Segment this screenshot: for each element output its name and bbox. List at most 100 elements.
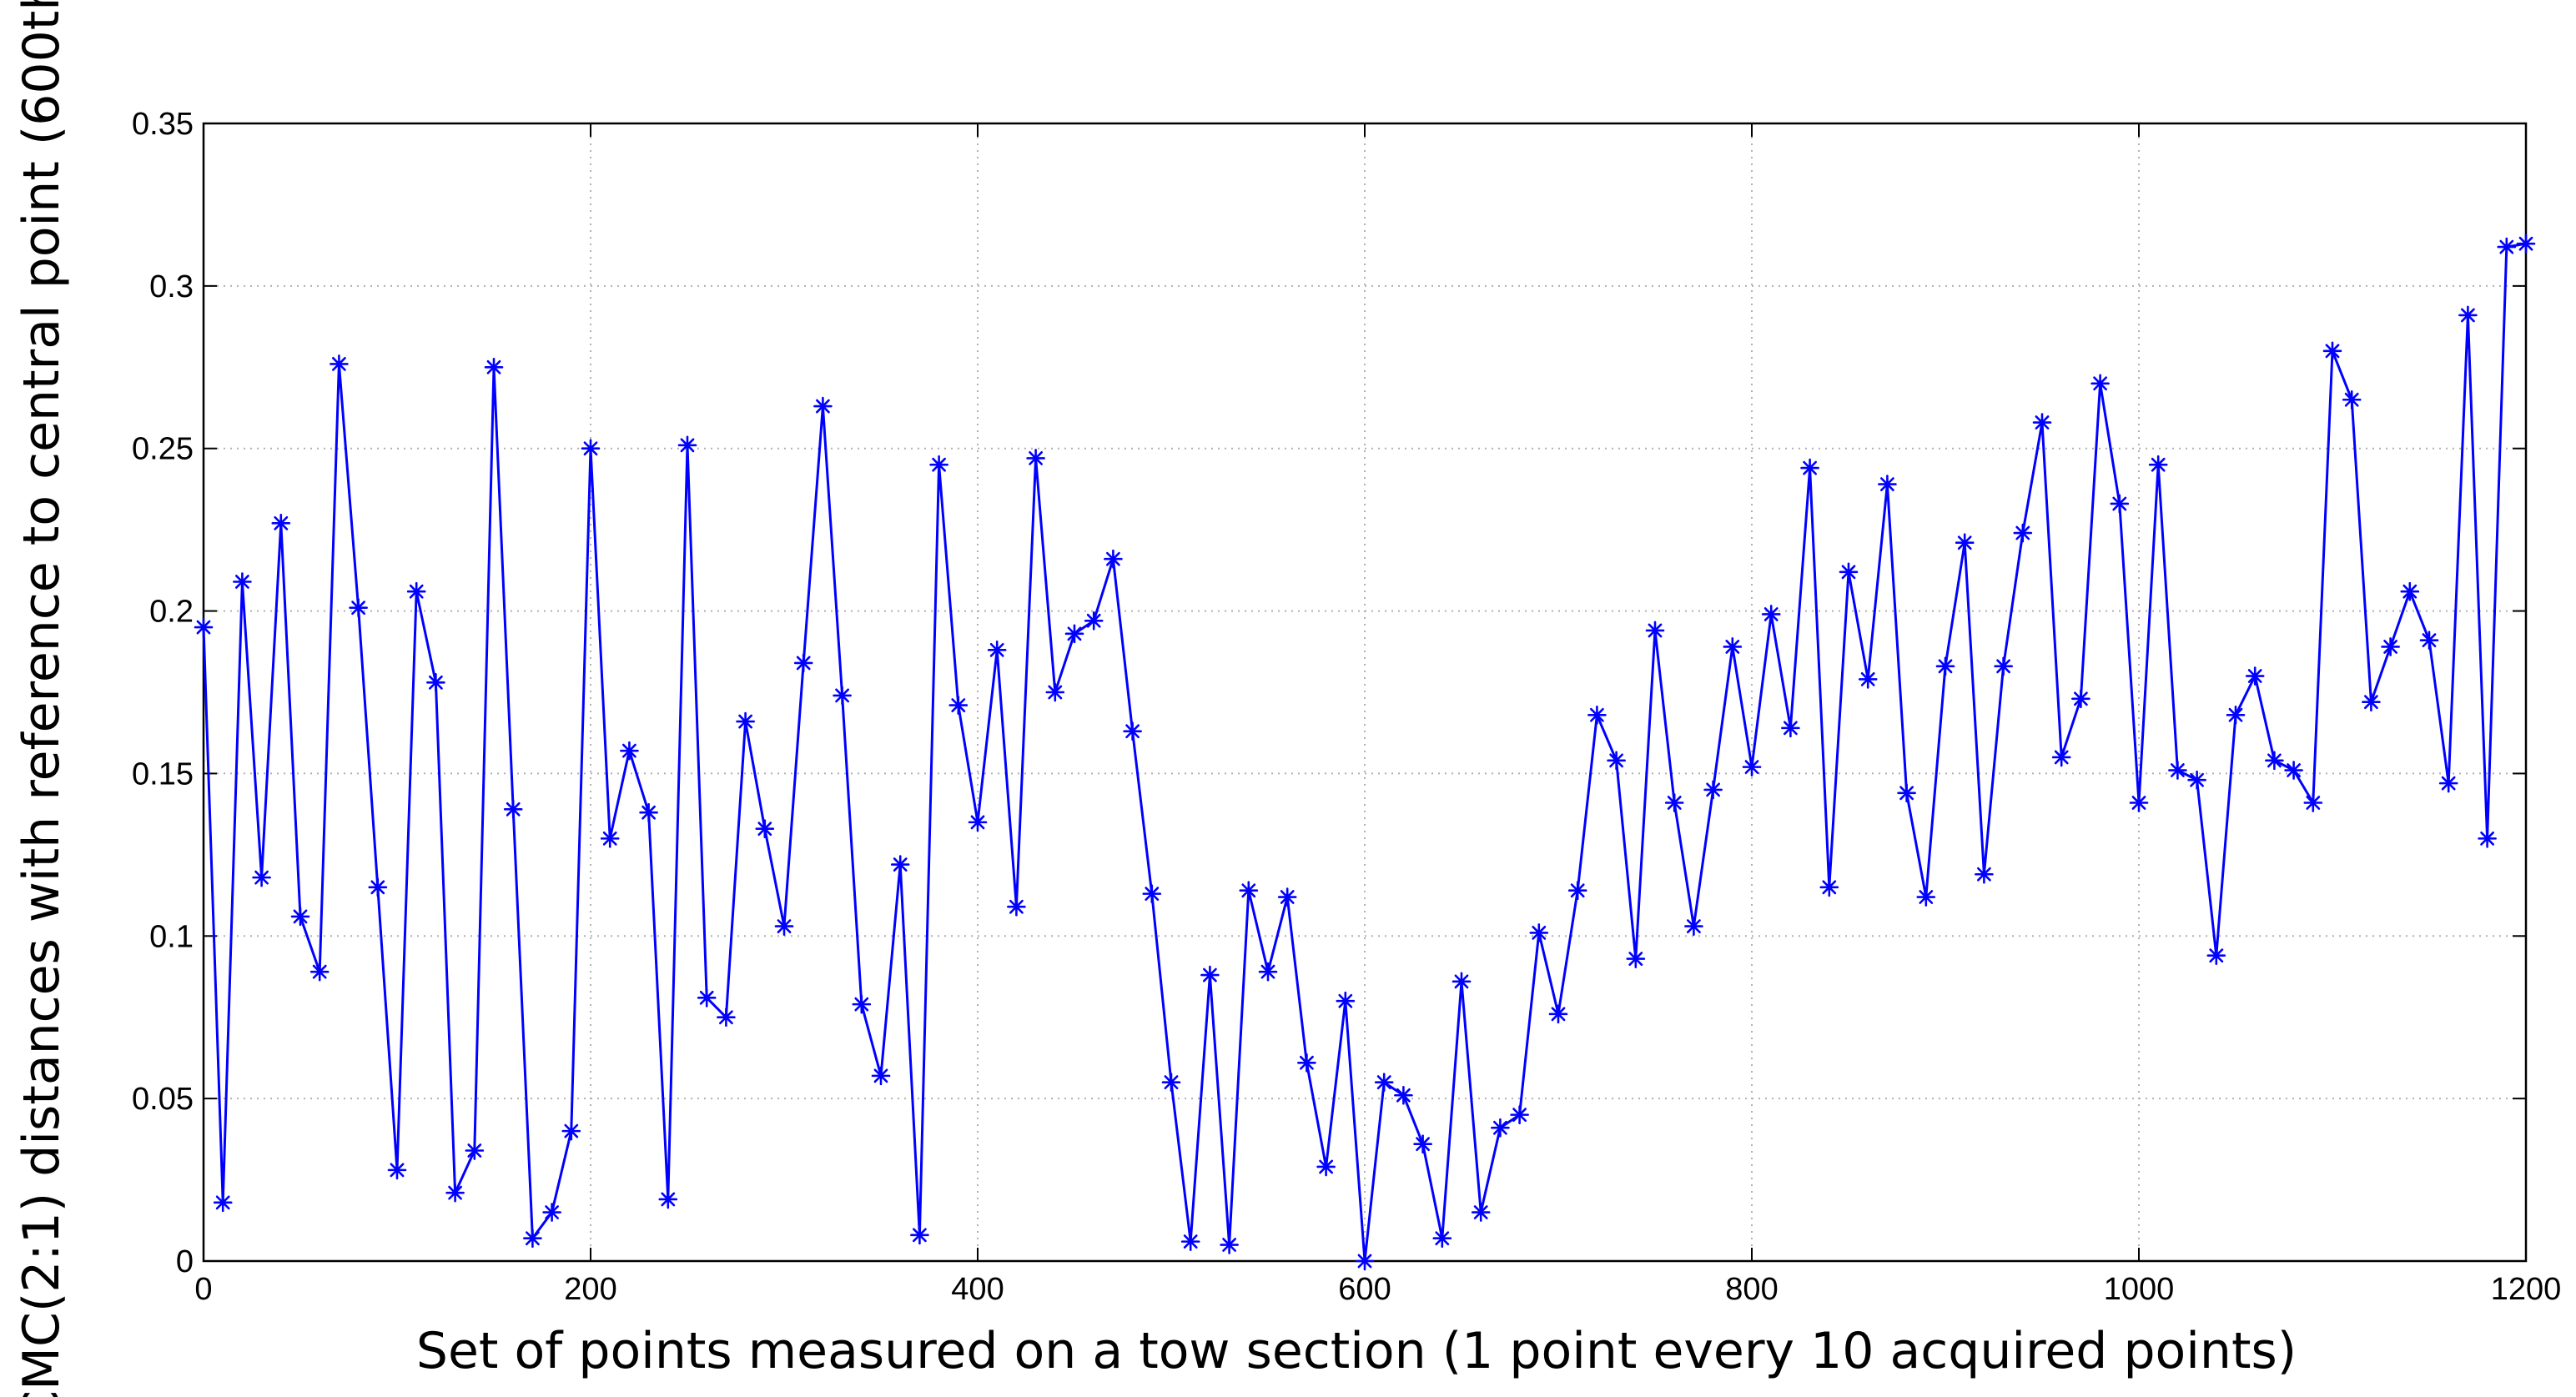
data-point-marker bbox=[1994, 656, 2013, 676]
data-point-marker bbox=[252, 867, 271, 887]
x-tick-label: 600 bbox=[1338, 1272, 1391, 1307]
data-point-marker bbox=[1858, 670, 1878, 689]
data-point-marker bbox=[717, 1008, 736, 1028]
data-point-marker bbox=[1026, 449, 1045, 468]
data-point-marker bbox=[1607, 751, 1626, 771]
data-point-marker bbox=[542, 1203, 561, 1222]
data-point-marker bbox=[620, 741, 639, 761]
x-tick-label: 400 bbox=[951, 1272, 1004, 1307]
data-point-marker bbox=[755, 819, 775, 838]
data-point-marker bbox=[1161, 1073, 1181, 1092]
data-point-marker bbox=[1180, 1232, 1200, 1251]
data-point-marker bbox=[1742, 757, 1762, 776]
data-point-marker bbox=[2303, 793, 2323, 812]
data-point-marker bbox=[1529, 923, 1549, 942]
data-point-marker bbox=[2245, 666, 2265, 686]
data-point-marker bbox=[465, 1141, 485, 1160]
data-point-marker bbox=[1491, 1118, 1510, 1138]
data-point-marker bbox=[1878, 475, 1897, 494]
y-tick-label: 0 bbox=[176, 1244, 194, 1279]
data-point-marker bbox=[349, 598, 368, 617]
data-point-marker bbox=[2032, 413, 2052, 432]
data-point-marker bbox=[1471, 1203, 1491, 1222]
data-point-marker bbox=[2458, 305, 2478, 325]
data-point-marker bbox=[2342, 389, 2362, 410]
y-axis-label: CMC(2:1) distances with reference to cen… bbox=[13, 0, 71, 1397]
data-point-marker bbox=[1007, 897, 1026, 917]
data-point-marker bbox=[1123, 721, 1142, 741]
data-point-marker bbox=[1297, 1053, 1316, 1073]
data-point-marker bbox=[2362, 692, 2381, 711]
data-point-marker bbox=[271, 514, 291, 533]
data-point-marker bbox=[2478, 829, 2497, 848]
data-point-marker bbox=[1916, 887, 1936, 907]
data-point-marker bbox=[523, 1229, 542, 1249]
data-point-marker bbox=[1045, 682, 1065, 702]
data-point-marker bbox=[1084, 611, 1104, 631]
data-point-marker bbox=[1800, 458, 1819, 478]
y-tick-label: 0.1 bbox=[149, 919, 194, 954]
data-point-marker bbox=[1104, 549, 1123, 569]
data-point-marker bbox=[290, 907, 310, 927]
data-point-marker bbox=[2400, 581, 2420, 601]
y-tick-label: 0.15 bbox=[132, 756, 194, 791]
data-point-marker bbox=[2322, 341, 2342, 361]
x-tick-label: 1000 bbox=[2104, 1272, 2175, 1307]
data-point-marker bbox=[910, 1225, 929, 1245]
data-point-marker bbox=[561, 1121, 581, 1141]
data-point-marker bbox=[1355, 1251, 1375, 1271]
data-point-marker bbox=[330, 354, 349, 374]
series-group bbox=[194, 234, 2536, 1271]
x-tick-label: 800 bbox=[1725, 1272, 1778, 1307]
data-point-marker bbox=[929, 455, 948, 475]
data-point-marker bbox=[387, 1160, 407, 1180]
data-point-marker bbox=[639, 802, 658, 822]
data-point-marker bbox=[2110, 494, 2130, 514]
data-point-marker bbox=[213, 1193, 233, 1213]
data-point-marker bbox=[1452, 972, 1472, 992]
data-point-marker bbox=[1432, 1229, 1452, 1249]
data-point-marker bbox=[1510, 1105, 1529, 1124]
data-point-marker bbox=[1316, 1157, 1336, 1177]
data-point-marker bbox=[1064, 624, 1084, 644]
x-axis-label: Set of points measured on a tow section … bbox=[416, 1322, 2297, 1380]
data-point-marker bbox=[890, 855, 910, 874]
data-point-marker bbox=[697, 988, 717, 1008]
data-point-marker bbox=[2013, 523, 2033, 543]
data-point-marker bbox=[1567, 881, 1587, 901]
x-tick-labels: 0 200 400 600 800 1000 1200 bbox=[194, 1272, 2561, 1307]
data-point-marker bbox=[658, 1189, 678, 1209]
y-tick-label: 0.35 bbox=[132, 107, 194, 142]
data-point-marker bbox=[484, 357, 504, 377]
data-point-marker bbox=[2226, 705, 2246, 725]
data-point-marker bbox=[2284, 761, 2303, 780]
y-tick-labels: 0 0.05 0.1 0.15 0.2 0.25 0.3 0.35 bbox=[132, 107, 194, 1279]
data-point-marker bbox=[309, 962, 330, 982]
data-point-marker bbox=[1626, 949, 1646, 968]
data-point-marker bbox=[1336, 991, 1356, 1011]
data-point-marker bbox=[1781, 718, 1800, 738]
data-point-marker bbox=[852, 994, 872, 1014]
data-point-marker bbox=[1703, 780, 1723, 800]
data-point-marker bbox=[774, 917, 794, 936]
data-point-marker bbox=[1935, 656, 1955, 676]
data-point-marker bbox=[2516, 234, 2536, 254]
data-point-marker bbox=[987, 641, 1007, 660]
data-point-marker bbox=[1975, 864, 1994, 884]
data-point-marker bbox=[2129, 793, 2149, 812]
y-tick-label: 0.05 bbox=[132, 1082, 194, 1117]
data-point-marker bbox=[2381, 637, 2400, 656]
data-point-marker bbox=[600, 829, 620, 848]
data-point-marker bbox=[948, 696, 969, 715]
data-point-marker bbox=[1258, 962, 1278, 982]
x-tick-label: 0 bbox=[194, 1272, 212, 1307]
data-point-marker bbox=[1394, 1085, 1413, 1105]
data-point-marker bbox=[581, 439, 601, 459]
data-point-marker bbox=[1142, 884, 1162, 903]
data-point-marker bbox=[1413, 1134, 1432, 1154]
data-point-marker bbox=[1839, 562, 1859, 582]
data-point-marker bbox=[2148, 455, 2168, 475]
data-point-marker bbox=[2051, 747, 2071, 767]
x-tick-label: 200 bbox=[564, 1272, 616, 1307]
data-point-marker bbox=[1548, 1004, 1568, 1024]
